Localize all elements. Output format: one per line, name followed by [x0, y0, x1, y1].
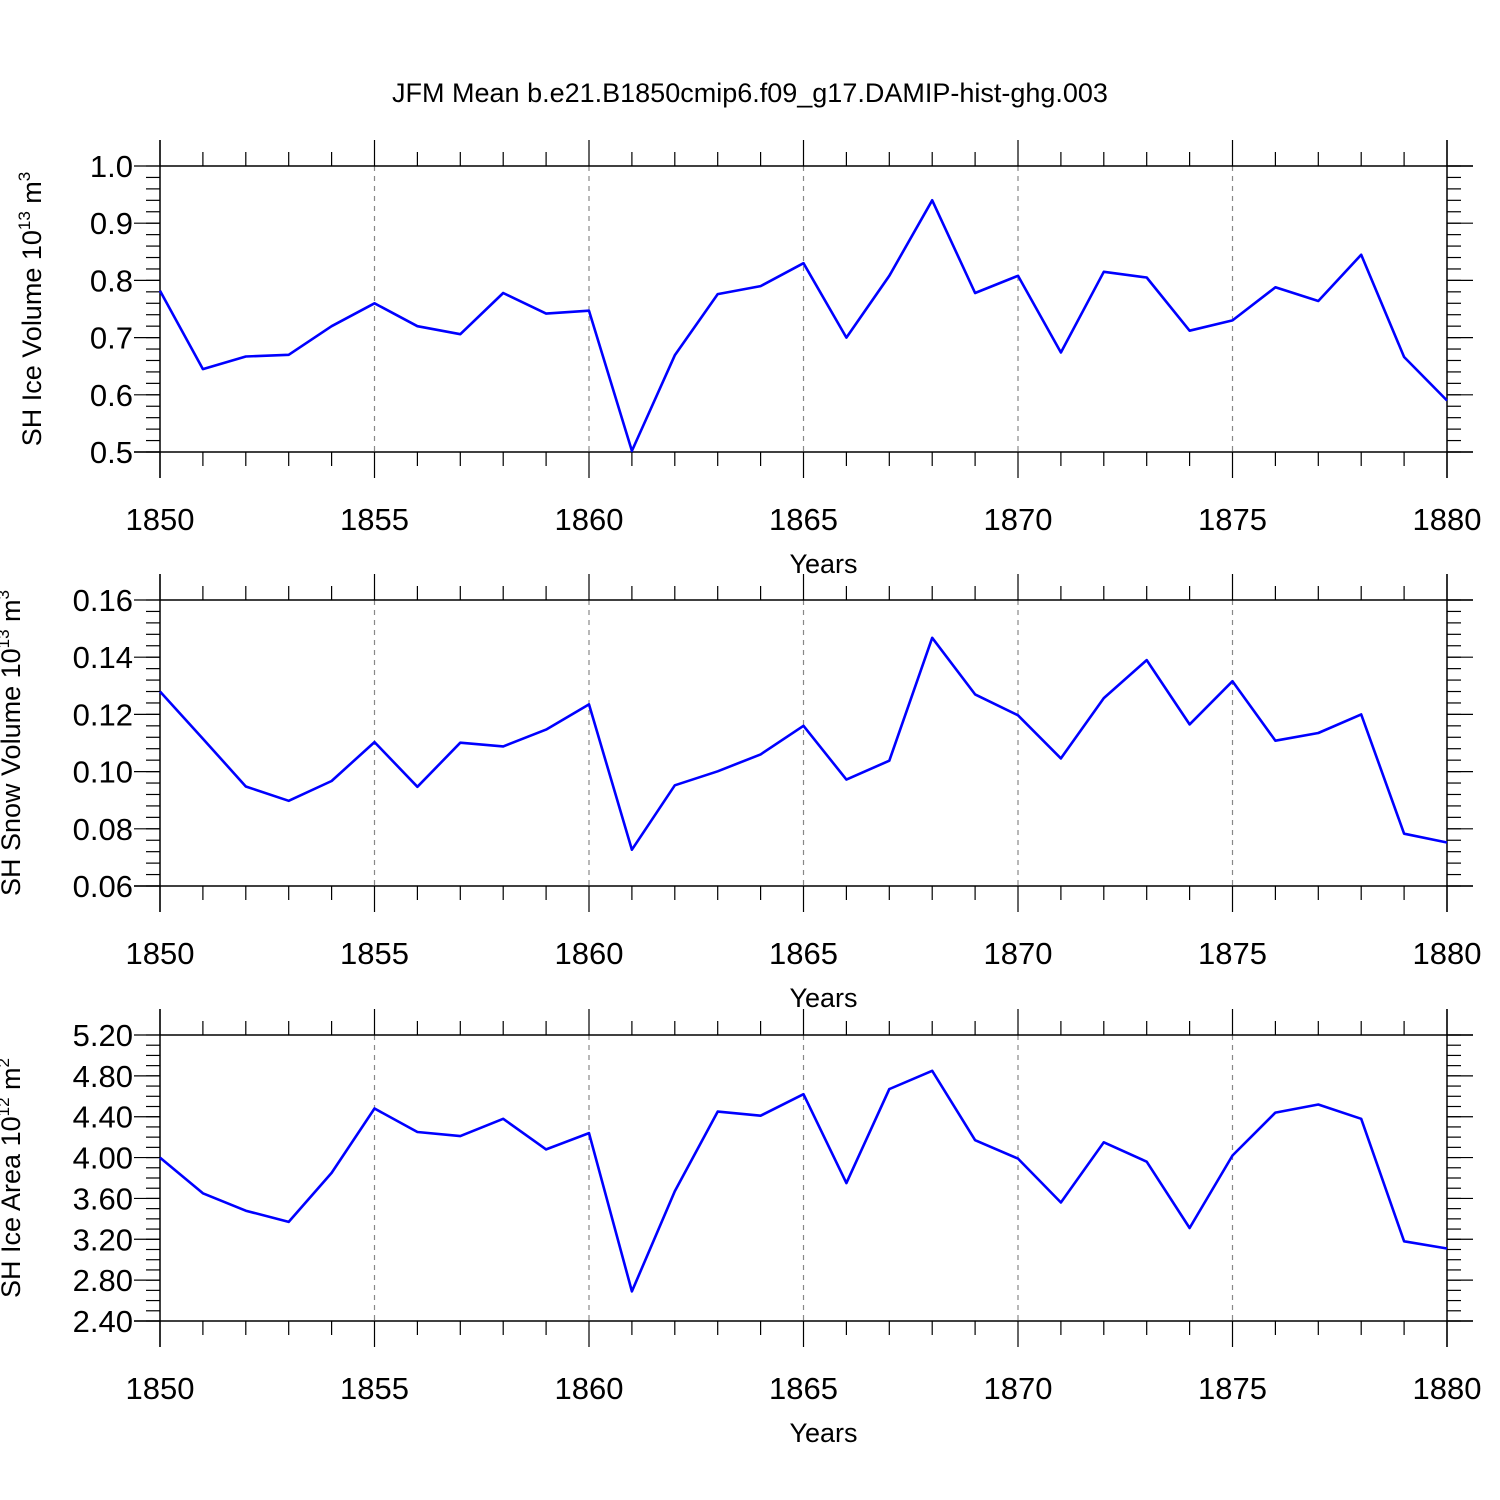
- y-axis-label-unit: m: [17, 181, 47, 211]
- series-line: [158, 199, 1448, 453]
- y-tick-label: 2.80: [73, 1263, 133, 1298]
- x-tick-label: 1880: [1413, 1371, 1482, 1406]
- y-axis-label-unit-exponent: 2: [0, 1058, 13, 1067]
- y-tick-label: 0.6: [90, 378, 133, 413]
- y-tick-label: 0.7: [90, 321, 133, 356]
- x-axis-label: Years: [789, 1418, 857, 1448]
- y-axis-label-unit: m: [0, 599, 26, 629]
- y-tick-label: 4.40: [73, 1100, 133, 1135]
- y-axis-label: SH Ice Area 1012 m2: [0, 1058, 26, 1298]
- x-tick-label: 1865: [769, 502, 838, 537]
- y-tick-label: 0.14: [73, 640, 133, 675]
- panel-3: 1850 1855 1860 1865 1870 1875 1880 Years 2.40 2.8…: [0, 1009, 1481, 1448]
- y-axis-label-exponent: 13: [0, 629, 13, 648]
- y-tick-label: 0.9: [90, 206, 133, 241]
- series-line: [159, 1069, 1448, 1293]
- y-axis-label-unit-exponent: 3: [0, 590, 13, 599]
- y-tick-label: 1.0: [90, 149, 133, 184]
- x-tick-label: 1875: [1198, 502, 1267, 537]
- y-tick-label: 0.08: [73, 812, 133, 847]
- panel-2: 1850 1855 1860 1865 1870 1875 1880 Years 0.06 0.0…: [0, 574, 1481, 1013]
- x-axis-label: Years: [789, 549, 857, 579]
- y-tick-label: 4.00: [73, 1141, 133, 1176]
- x-tick-label: 1880: [1413, 936, 1482, 971]
- series-line: [159, 636, 1448, 852]
- y-tick-label: 3.20: [73, 1222, 133, 1257]
- y-tick-label: 4.80: [73, 1059, 133, 1094]
- x-tick-label: 1855: [340, 936, 409, 971]
- x-tick-label: 1860: [555, 936, 624, 971]
- y-axis-label-unit-exponent: 3: [15, 172, 34, 181]
- x-tick-label: 1870: [984, 502, 1053, 537]
- x-tick-label: 1860: [555, 1371, 624, 1406]
- x-tick-label: 1855: [340, 502, 409, 537]
- x-tick-label: 1875: [1198, 936, 1267, 971]
- y-tick-label: 5.20: [73, 1018, 133, 1053]
- x-tick-label: 1865: [769, 936, 838, 971]
- y-tick-label: 0.06: [73, 869, 133, 904]
- figure-title: JFM Mean b.e21.B1850cmip6.f09_g17.DAMIP-…: [392, 78, 1108, 108]
- panel-1: 1850 1855 1860 1865 1870 1875 1880 Years 0.5 0.6 0…: [15, 140, 1481, 579]
- x-tick-label: 1855: [340, 1371, 409, 1406]
- x-tick-label: 1870: [984, 1371, 1053, 1406]
- x-tick-label: 1865: [769, 1371, 838, 1406]
- y-tick-label: 0.12: [73, 697, 133, 732]
- x-tick-label: 1880: [1413, 502, 1482, 537]
- x-tick-label: 1850: [126, 1371, 195, 1406]
- x-tick-label: 1850: [126, 502, 195, 537]
- x-axis-label: Years: [789, 983, 857, 1013]
- y-axis-label: SH Ice Volume 1013 m3: [15, 172, 47, 447]
- panels: 1850 1855 1860 1865 1870 1875 1880 Years 0.5 0.6 0…: [0, 140, 1481, 1448]
- y-tick-label: 0.5: [90, 435, 133, 470]
- y-tick-label: 0.8: [90, 263, 133, 298]
- y-axis-label: SH Snow Volume 1013 m3: [0, 590, 26, 896]
- y-axis-label-text: SH Snow Volume 10: [0, 648, 26, 896]
- x-tick-label: 1850: [126, 936, 195, 971]
- y-axis-label-exponent: 13: [15, 211, 34, 230]
- y-tick-label: 2.40: [73, 1304, 133, 1339]
- y-tick-label: 0.16: [73, 583, 133, 618]
- y-tick-label: 0.10: [73, 755, 133, 790]
- y-axis-label-text: SH Ice Area 10: [0, 1116, 26, 1298]
- x-tick-label: 1870: [984, 936, 1053, 971]
- x-tick-label: 1875: [1198, 1371, 1267, 1406]
- y-axis-label-unit: m: [0, 1067, 26, 1097]
- y-tick-label: 3.60: [73, 1181, 133, 1216]
- y-axis-label-exponent: 12: [0, 1097, 13, 1116]
- y-axis-label-text: SH Ice Volume 10: [17, 230, 47, 446]
- x-tick-label: 1860: [555, 502, 624, 537]
